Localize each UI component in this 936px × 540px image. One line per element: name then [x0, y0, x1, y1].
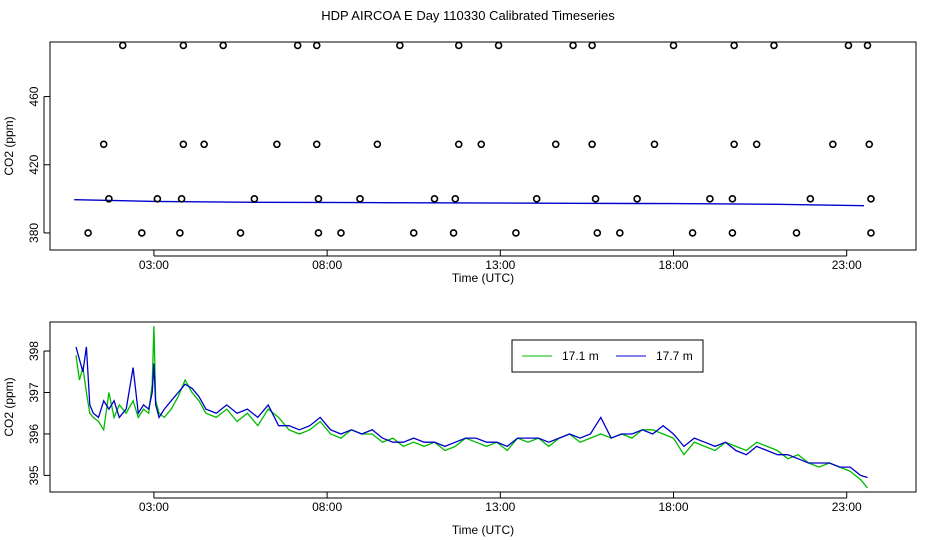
- calibration-point: [430, 195, 439, 203]
- x-tick-label: 03:00: [139, 500, 169, 514]
- x-tick-label: 08:00: [312, 500, 342, 514]
- calibration-point: [770, 41, 778, 50]
- calibration-point: [219, 41, 227, 50]
- calibration-point: [706, 195, 714, 203]
- calibration-point: [449, 229, 458, 237]
- y-tick-label: 420: [27, 154, 41, 174]
- calibration-point: [728, 195, 737, 203]
- calibration-point: [137, 229, 146, 237]
- y-tick-label: 395: [27, 465, 41, 485]
- series-line-0: [75, 326, 868, 489]
- calibration-point: [477, 140, 486, 149]
- calibration-point: [616, 229, 624, 237]
- calibration-point: [84, 229, 92, 237]
- calibration-point: [688, 229, 697, 237]
- calibration-point: [451, 195, 460, 203]
- panel2-y-label: CO2 (ppm): [2, 377, 16, 436]
- legend-label-17-1m: 17.1 m: [562, 349, 599, 363]
- panel1-frame: [49, 41, 917, 251]
- x-tick-label: 13:00: [485, 500, 515, 514]
- x-tick-label: 23:00: [832, 258, 862, 272]
- calibration-point: [153, 195, 162, 203]
- calibration-point: [829, 140, 837, 149]
- calibration-point: [177, 195, 186, 203]
- x-tick-label: 18:00: [659, 258, 689, 272]
- calibration-point: [409, 229, 418, 237]
- legend: 17.1 m 17.7 m: [511, 339, 704, 373]
- calibration-point: [314, 195, 323, 203]
- panel2-x-label: Time (UTC): [452, 523, 514, 537]
- calibration-point: [396, 41, 404, 50]
- calibration-point: [865, 140, 874, 149]
- calibration-point: [730, 41, 738, 50]
- calibration-point: [314, 229, 323, 237]
- calibration-point: [633, 195, 641, 203]
- calibration-point: [532, 195, 541, 203]
- calibration-point: [236, 229, 245, 237]
- calibration-point: [312, 140, 321, 149]
- x-tick-label: 03:00: [139, 258, 169, 272]
- calibration-point: [200, 140, 208, 149]
- legend-label-17-7m: 17.7 m: [656, 349, 693, 363]
- panel1-x-label: Time (UTC): [452, 271, 514, 285]
- calibration-point: [844, 41, 853, 50]
- calibration-point: [312, 41, 321, 50]
- calibration-point: [792, 229, 801, 237]
- panel1-y-label: CO2 (ppm): [2, 116, 16, 175]
- calibration-point: [569, 41, 577, 50]
- calibration-point: [105, 195, 113, 203]
- calibration-point: [591, 195, 600, 203]
- calibration-point: [588, 41, 596, 50]
- calibration-point: [373, 140, 382, 149]
- series-line-1: [75, 346, 868, 479]
- calibration-point: [454, 140, 463, 149]
- calibration-point: [356, 195, 364, 203]
- x-tick-label: 18:00: [659, 500, 689, 514]
- y-tick-label: 398: [27, 341, 41, 361]
- calibration-point: [118, 41, 127, 50]
- calibration-point: [728, 229, 737, 237]
- calibration-point: [337, 229, 345, 237]
- calibration-point: [669, 41, 678, 50]
- calibration-point: [99, 140, 108, 149]
- calibration-point: [593, 229, 602, 237]
- calibration-point: [752, 140, 761, 149]
- calibration-point: [494, 41, 503, 50]
- chart-title: HDP AIRCOA E Day 110330 Calibrated Times…: [321, 8, 615, 23]
- y-tick-label: 396: [27, 424, 41, 444]
- y-tick-label: 397: [27, 382, 41, 402]
- panel2-frame: [49, 321, 917, 493]
- y-tick-label: 460: [27, 86, 41, 106]
- calibration-point: [250, 195, 259, 203]
- x-tick-label: 08:00: [312, 258, 342, 272]
- calibration-point: [551, 140, 560, 149]
- calibration-point: [179, 41, 188, 50]
- calibration-point: [273, 140, 281, 149]
- calibration-point: [454, 41, 463, 50]
- baseline-series-line: [74, 199, 865, 207]
- calibration-point: [806, 195, 815, 203]
- calibration-point: [867, 195, 875, 203]
- calibration-point: [179, 140, 188, 149]
- calibration-point: [512, 229, 520, 237]
- calibration-point: [293, 41, 302, 50]
- y-tick-label: 380: [27, 223, 41, 243]
- calibration-point: [588, 140, 596, 149]
- calibration-point: [176, 229, 184, 237]
- x-tick-label: 13:00: [485, 258, 515, 272]
- calibration-point: [863, 41, 872, 50]
- calibration-point: [650, 140, 659, 149]
- calibration-point: [730, 140, 738, 149]
- x-tick-label: 23:00: [832, 500, 862, 514]
- calibration-point: [867, 229, 875, 237]
